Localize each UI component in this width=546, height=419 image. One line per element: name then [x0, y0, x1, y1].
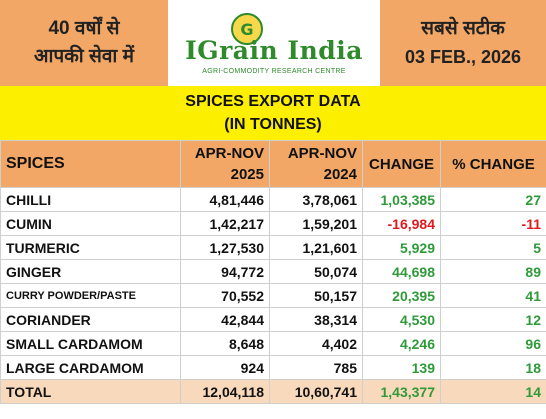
header-change: CHANGE [362, 140, 441, 188]
row-change: 20,395 [362, 283, 441, 308]
tagline-box: 40 वर्षों से आपकी सेवा में [0, 0, 168, 86]
logo-name: IGrain India [185, 36, 363, 65]
header-apr-nov-2025: APR-NOV 2025 [180, 140, 270, 188]
total-value-2024: 10,60,741 [269, 379, 363, 404]
total-row: TOTAL 12,04,118 10,60,741 1,43,377 14 [0, 379, 546, 404]
row-value-2025: 94,772 [180, 259, 270, 284]
row-pct-change: 18 [440, 355, 546, 380]
row-value-2025: 8,648 [180, 331, 270, 356]
logo-tagline: AGRI-COMMODITY RESEARCH CENTRE [202, 68, 346, 75]
header-apr-nov-2024: APR-NOV 2024 [269, 140, 363, 188]
header-band: 40 वर्षों से आपकी सेवा में G IGrain Indi… [0, 0, 546, 86]
table-row: CORIANDER 42,844 38,314 4,530 12 [0, 307, 546, 332]
row-value-2024: 4,402 [269, 331, 363, 356]
row-value-2024: 38,314 [269, 307, 363, 332]
row-value-2025: 1,27,530 [180, 235, 270, 260]
grain-logo-icon: G [231, 13, 263, 45]
row-value-2025: 924 [180, 355, 270, 380]
header-spices: SPICES [0, 140, 181, 188]
spices-export-table: SPICES APR-NOV 2025 APR-NOV 2024 CHANGE … [0, 140, 546, 404]
row-pct-change: 41 [440, 283, 546, 308]
row-value-2025: 42,844 [180, 307, 270, 332]
header-apr-nov-2025-year: 2025 [230, 166, 264, 183]
row-change: 139 [362, 355, 441, 380]
logo: G IGrain India AGRI-COMMODITY RESEARCH C… [168, 0, 380, 86]
date-box: सबसे सटीक 03 FEB., 2026 [380, 0, 546, 86]
row-change: 1,03,385 [362, 187, 441, 212]
table-row: LARGE CARDAMOM 924 785 139 18 [0, 355, 546, 380]
row-pct-change: -11 [440, 211, 546, 236]
table-row: CHILLI 4,81,446 3,78,061 1,03,385 27 [0, 187, 546, 212]
row-spice-name: SMALL CARDAMOM [0, 331, 181, 356]
row-change: 4,246 [362, 331, 441, 356]
row-pct-change: 96 [440, 331, 546, 356]
report-title: SPICES EXPORT DATA [185, 93, 361, 110]
report-unit: (IN TONNES) [224, 116, 322, 133]
row-value-2025: 70,552 [180, 283, 270, 308]
table-row: TURMERIC 1,27,530 1,21,601 5,929 5 [0, 235, 546, 260]
table-header-row: SPICES APR-NOV 2025 APR-NOV 2024 CHANGE … [0, 140, 546, 188]
report-date: 03 FEB., 2026 [404, 47, 522, 67]
row-value-2024: 1,21,601 [269, 235, 363, 260]
row-change: 44,698 [362, 259, 441, 284]
svg-text:G: G [240, 20, 253, 39]
total-pct-change: 14 [440, 379, 546, 404]
tagline-line1: 40 वर्षों से [48, 18, 120, 39]
row-spice-name: CORIANDER [0, 307, 181, 332]
row-spice-name: CHILLI [0, 187, 181, 212]
title-band: SPICES EXPORT DATA (IN TONNES) [0, 86, 546, 140]
row-change: -16,984 [362, 211, 441, 236]
row-pct-change: 5 [440, 235, 546, 260]
row-value-2024: 3,78,061 [269, 187, 363, 212]
table-row: SMALL CARDAMOM 8,648 4,402 4,246 96 [0, 331, 546, 356]
tagline-line2: आपकी सेवा में [34, 46, 134, 67]
row-change: 4,530 [362, 307, 441, 332]
row-value-2024: 785 [269, 355, 363, 380]
row-pct-change: 12 [440, 307, 546, 332]
total-change: 1,43,377 [362, 379, 441, 404]
row-spice-name: GINGER [0, 259, 181, 284]
total-value-2025: 12,04,118 [180, 379, 270, 404]
row-change: 5,929 [362, 235, 441, 260]
header-pct-change: % CHANGE [440, 140, 546, 188]
header-apr-nov-2024-period: APR-NOV [287, 145, 357, 162]
row-spice-name: TURMERIC [0, 235, 181, 260]
row-value-2025: 1,42,217 [180, 211, 270, 236]
row-spice-name: CUMIN [0, 211, 181, 236]
row-spice-name: CURRY POWDER/PASTE [0, 283, 181, 308]
total-label: TOTAL [0, 379, 181, 404]
table-row: CUMIN 1,42,217 1,59,201 -16,984 -11 [0, 211, 546, 236]
header-apr-nov-2024-year: 2024 [323, 166, 357, 183]
table-row: GINGER 94,772 50,074 44,698 89 [0, 259, 546, 284]
header-apr-nov-2025-period: APR-NOV [194, 145, 264, 162]
row-pct-change: 89 [440, 259, 546, 284]
row-pct-change: 27 [440, 187, 546, 212]
row-spice-name: LARGE CARDAMOM [0, 355, 181, 380]
row-value-2025: 4,81,446 [180, 187, 270, 212]
table-row: CURRY POWDER/PASTE 70,552 50,157 20,395 … [0, 283, 546, 308]
row-value-2024: 50,074 [269, 259, 363, 284]
accuracy-label: सबसे सटीक [421, 18, 505, 39]
row-value-2024: 50,157 [269, 283, 363, 308]
row-value-2024: 1,59,201 [269, 211, 363, 236]
